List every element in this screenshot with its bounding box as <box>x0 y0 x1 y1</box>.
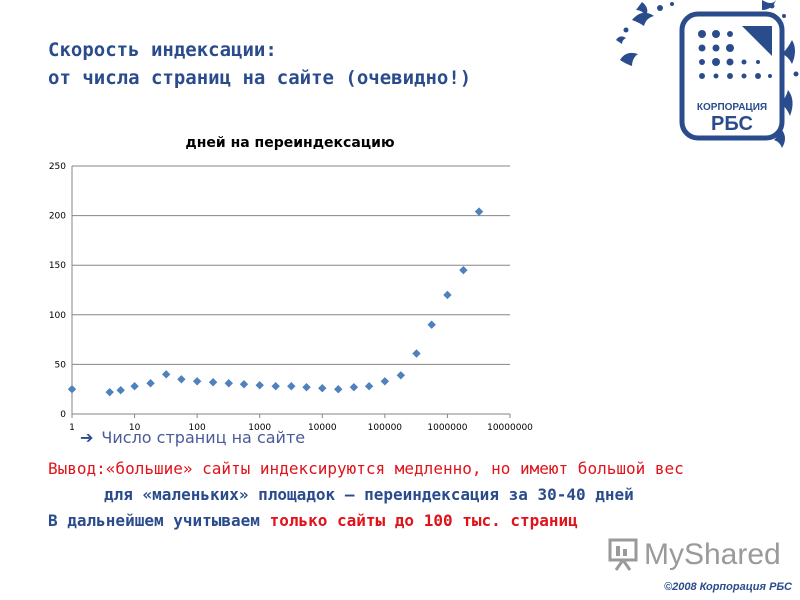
data-point <box>380 377 390 386</box>
y-tick-label: 150 <box>49 261 66 271</box>
data-point <box>67 385 77 394</box>
data-point <box>239 380 249 389</box>
x-axis-name-text: Число страниц на сайте <box>101 428 306 447</box>
data-point <box>334 385 343 394</box>
data-point <box>116 385 125 395</box>
y-tick-label: 250 <box>49 162 66 172</box>
x-tick-label: 100 <box>189 423 206 433</box>
data-point <box>224 379 233 388</box>
data-point <box>443 290 452 300</box>
y-tick-label: 50 <box>55 360 67 370</box>
conclusion-line1: Вывод:«большие» сайты индексируются медл… <box>48 456 684 482</box>
conclusion-line3-blue: В дальнейшем учитываем <box>48 511 270 530</box>
data-point <box>318 384 327 393</box>
x-tick-label: 10000000 <box>487 423 533 433</box>
data-point <box>161 370 171 379</box>
copyright: ©2008 Корпорация РБС <box>664 581 792 593</box>
conclusion-red-text: «большие» сайты индексируются медленно, … <box>105 459 684 478</box>
rbs-logo: КОРПОРАЦИЯ РБС <box>612 0 800 150</box>
y-tick-label: 0 <box>60 410 66 420</box>
data-point <box>302 383 311 392</box>
slide-title-line2: от числа страниц на сайте (очевидно!) <box>48 67 472 89</box>
data-point <box>177 375 186 384</box>
data-point <box>271 382 280 391</box>
data-point <box>105 387 114 397</box>
data-point <box>255 381 264 390</box>
x-tick-label: 10 <box>129 423 141 433</box>
x-tick-label: 1000000 <box>427 423 467 433</box>
data-point <box>427 320 436 329</box>
data-point <box>192 377 202 386</box>
scatter-chart-svg: дней на переиндексацию 0 50 100 150 200 250 1 1… <box>49 135 533 433</box>
data-point <box>396 371 406 380</box>
myshared-text: MyShared <box>644 538 781 571</box>
svg-text:РБС: РБС <box>711 113 753 135</box>
data-point <box>130 382 139 391</box>
data-point <box>208 378 218 387</box>
x-tick-label: 1000 <box>248 423 271 433</box>
data-point <box>412 349 421 358</box>
data-point <box>459 265 468 275</box>
chart-title: дней на переиндексацию <box>185 135 394 151</box>
x-axis-name: ➔ Число страниц на сайте <box>80 428 305 447</box>
slide-title-line1: Скорость индексации: <box>48 39 277 61</box>
conclusion-prefix: Вывод: <box>48 459 106 478</box>
data-point <box>474 207 484 216</box>
data-point <box>146 379 155 388</box>
y-tick-label: 100 <box>49 311 66 321</box>
scatter-chart: дней на переиндексацию 0 50 100 150 200 250 1 1… <box>30 125 550 445</box>
arrow-right-icon: ➔ <box>80 428 94 447</box>
presentation-board-icon <box>608 538 638 571</box>
svg-text:КОРПОРАЦИЯ: КОРПОРАЦИЯ <box>697 102 767 113</box>
slide-title: Скорость индексации: от числа страниц на… <box>48 36 471 92</box>
data-point <box>349 383 359 392</box>
conclusion-line3: В дальнейшем учитываем только сайты до 1… <box>48 508 684 534</box>
conclusion-block: Вывод:«большие» сайты индексируются медл… <box>48 456 684 534</box>
y-tick-label: 200 <box>49 212 66 222</box>
x-tick-label: 10000 <box>308 423 337 433</box>
floral-ornament-icon <box>616 0 799 148</box>
x-tick-label: 100000 <box>368 423 403 433</box>
conclusion-line3-red: только сайты до 100 тыс. страниц <box>269 511 578 530</box>
conclusion-line2: для «маленьких» площадок – переиндексаци… <box>104 485 634 504</box>
data-point <box>287 382 296 391</box>
myshared-watermark: MyShared <box>606 536 781 574</box>
x-tick-label: 1 <box>69 423 75 433</box>
data-point <box>364 382 374 391</box>
